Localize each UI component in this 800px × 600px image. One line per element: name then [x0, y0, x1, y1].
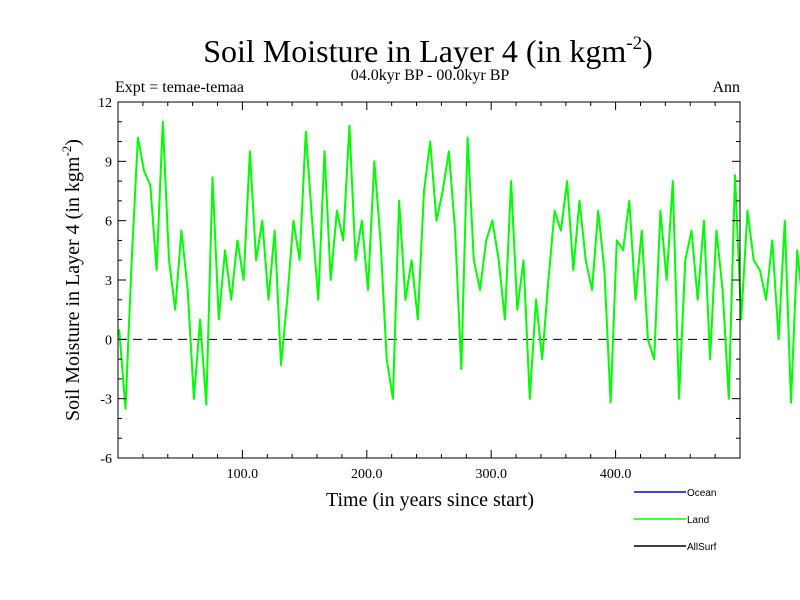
chart-title: Soil Moisture in Layer 4 (in kgm-2) [203, 33, 653, 69]
y-axis-label: Soil Moisture in Layer 4 (in kgm-2) [59, 139, 84, 421]
legend-label-ocean: Ocean [687, 488, 716, 499]
experiment-label: Expt = temae-temaa [115, 79, 244, 96]
x-tick-label: 200.0 [351, 467, 383, 482]
x-axis-label: Time (in years since start) [326, 489, 534, 511]
x-tick-label: 300.0 [475, 467, 507, 482]
y-tick-label: 0 [105, 333, 112, 348]
chart-subtitle: 04.0kyr BP - 00.0kyr BP [351, 67, 510, 84]
x-tick-label: 100.0 [227, 467, 259, 482]
y-tick-label: -6 [100, 452, 112, 467]
x-tick-label: 400.0 [600, 467, 632, 482]
y-tick-label: 12 [98, 96, 112, 111]
series-line-land [118, 120, 800, 410]
y-tick-label: 6 [105, 215, 112, 230]
y-tick-label: 9 [105, 155, 112, 170]
legend: Ocean Land AllSurf [634, 488, 717, 553]
y-tick-label: -3 [100, 393, 112, 408]
y-tick-label: 3 [105, 274, 112, 289]
season-label: Ann [712, 79, 740, 96]
legend-label-allsurf: AllSurf [687, 542, 717, 553]
legend-label-land: Land [687, 515, 709, 526]
plot-area: -6 -3 0 3 6 9 12 100.0 200.0 300.0 400.0 [98, 96, 800, 482]
